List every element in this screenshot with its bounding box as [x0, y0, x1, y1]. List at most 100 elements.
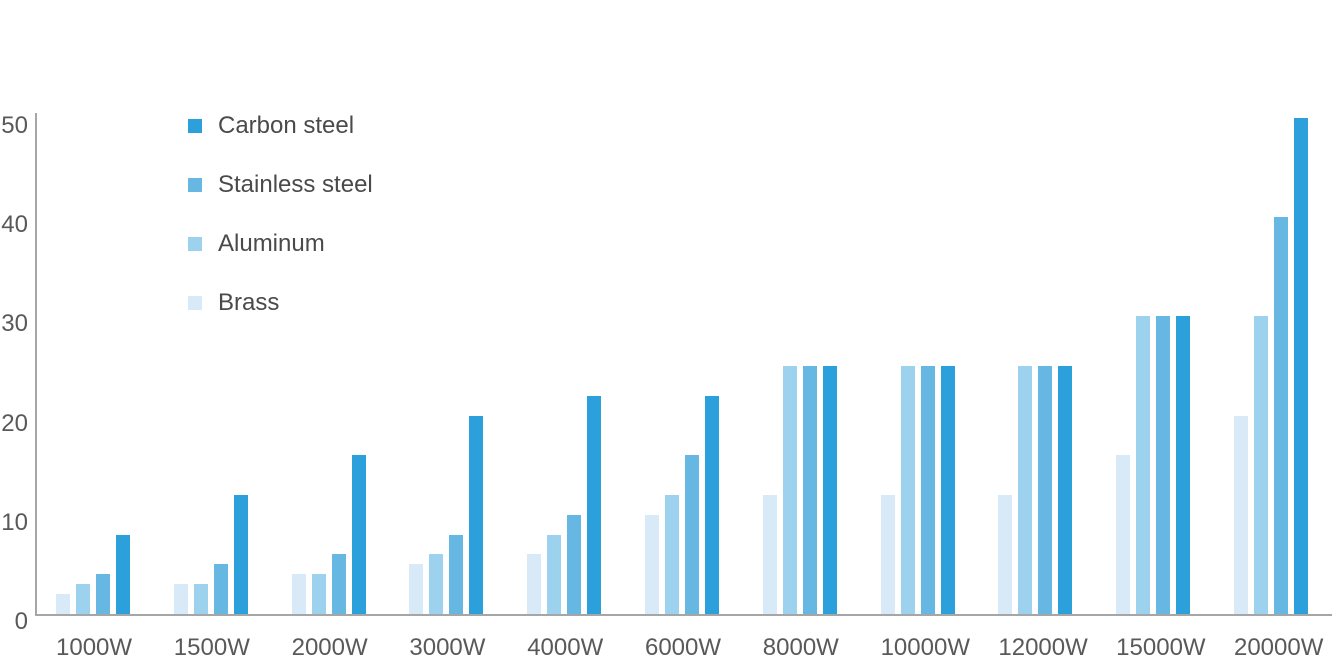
bar-stainless-steel-10000w	[920, 366, 935, 614]
legend-item-carbon-steel: Carbon steel	[188, 112, 373, 139]
legend-item-brass: Brass	[188, 289, 373, 316]
legend-label: Stainless steel	[218, 170, 373, 198]
bar-brass-2000w	[291, 574, 306, 614]
bar-aluminum-20000w	[1253, 316, 1268, 614]
y-axis-tick-label-20: 20	[1, 409, 28, 437]
x-axis-category-label-12000w: 12000W	[998, 634, 1088, 661]
x-axis-category-label-1000w: 1000W	[56, 634, 133, 661]
legend-item-aluminum: Aluminum	[188, 230, 373, 257]
bar-carbon-steel-20000w	[1293, 118, 1308, 614]
bar-group-20000w: 20000W	[1233, 113, 1324, 663]
bar-carbon-steel-12000w	[1058, 366, 1073, 614]
bar-stainless-steel-15000w	[1156, 316, 1171, 614]
bar-aluminum-1000w	[76, 584, 90, 614]
bars-1000w	[56, 113, 130, 614]
bar-stainless-steel-1500w	[213, 564, 228, 614]
bar-brass-15000w	[1116, 455, 1131, 614]
bar-brass-1000w	[56, 594, 70, 614]
bar-stainless-steel-1000w	[96, 574, 110, 614]
x-axis-category-label-4000w: 4000W	[527, 634, 604, 661]
bar-brass-3000w	[409, 564, 424, 614]
bar-brass-1500w	[173, 584, 188, 614]
bar-group-15000w: 15000W	[1116, 113, 1206, 663]
x-axis-category-label-8000w: 8000W	[762, 634, 839, 661]
x-axis-category-label-1500w: 1500W	[173, 634, 250, 661]
bars-1500w	[173, 113, 248, 614]
chart-legend: Carbon steel Stainless steel Aluminum Brass	[188, 112, 373, 348]
x-axis-category-label-6000w: 6000W	[644, 634, 722, 661]
y-axis-tick-label-40: 40	[1, 211, 28, 239]
bar-brass-4000w	[527, 554, 542, 614]
bar-aluminum-12000w	[1018, 366, 1033, 614]
bar-stainless-steel-8000w	[802, 366, 817, 614]
bars-3000w	[409, 113, 484, 614]
bars-15000w	[1116, 113, 1191, 614]
bar-aluminum-4000w	[547, 535, 562, 614]
bar-aluminum-8000w	[782, 366, 797, 614]
x-axis-line	[35, 614, 1332, 616]
bar-brass-12000w	[998, 495, 1013, 614]
bar-stainless-steel-4000w	[567, 515, 582, 614]
legend-item-stainless-steel: Stainless steel	[188, 171, 373, 198]
bar-carbon-steel-10000w	[940, 366, 955, 614]
bar-brass-8000w	[762, 495, 777, 614]
bar-group-8000w: 8000W	[762, 113, 839, 663]
bar-stainless-steel-20000w	[1273, 217, 1288, 614]
bars-10000w	[880, 113, 955, 614]
bar-aluminum-2000w	[311, 574, 326, 614]
bars-8000w	[762, 113, 837, 614]
legend-label: Carbon steel	[218, 111, 355, 139]
legend-swatch-icon	[188, 295, 202, 310]
bar-aluminum-3000w	[429, 554, 444, 614]
bar-carbon-steel-6000w	[704, 396, 719, 614]
bar-stainless-steel-2000w	[331, 554, 346, 614]
y-axis-tick-label-30: 30	[1, 310, 28, 338]
legend-swatch-icon	[188, 236, 202, 251]
legend-label: Aluminum	[218, 229, 325, 257]
bar-group-4000w: 4000W	[527, 113, 604, 663]
bar-brass-6000w	[644, 515, 659, 614]
bar-carbon-steel-2000w	[351, 455, 366, 614]
bar-carbon-steel-1000w	[116, 535, 130, 614]
bar-aluminum-6000w	[664, 495, 679, 614]
bar-brass-10000w	[880, 495, 895, 614]
x-axis-category-label-20000w: 20000W	[1233, 634, 1324, 661]
legend-label: Brass	[218, 288, 280, 316]
bars-4000w	[527, 113, 602, 614]
bars-6000w	[644, 113, 719, 614]
bar-aluminum-1500w	[193, 584, 208, 614]
x-axis-category-label-10000w: 10000W	[880, 634, 970, 661]
bar-carbon-steel-4000w	[587, 396, 602, 614]
legend-swatch-icon	[188, 118, 202, 133]
bar-aluminum-15000w	[1136, 316, 1151, 614]
bars-2000w	[291, 113, 366, 614]
y-axis-tick-label-0: 0	[14, 608, 28, 635]
bar-group-6000w: 6000W	[644, 113, 722, 663]
y-axis-tick-label-50: 50	[1, 112, 28, 139]
x-axis-category-label-3000w: 3000W	[409, 634, 486, 661]
bar-group-12000w: 12000W	[998, 113, 1088, 663]
bar-group-2000w: 2000W	[291, 113, 368, 663]
bar-group-3000w: 3000W	[409, 113, 486, 663]
bar-aluminum-10000w	[900, 366, 915, 614]
bar-group-1000w: 1000W	[56, 113, 133, 663]
bar-stainless-steel-12000w	[1038, 366, 1053, 614]
y-axis-tick-label-10: 10	[1, 508, 28, 536]
bar-brass-20000w	[1233, 416, 1248, 614]
bars-12000w	[998, 113, 1073, 614]
x-axis-category-label-15000w: 15000W	[1116, 634, 1206, 661]
bar-group-10000w: 10000W	[880, 113, 970, 663]
legend-swatch-icon	[188, 177, 202, 192]
x-axis-category-label-2000w: 2000W	[291, 634, 368, 661]
bar-carbon-steel-3000w	[469, 416, 484, 614]
plot-area: 1000W 1500W 2000W 3000W 4000W 6000W 8000W 10000…	[37, 113, 1332, 663]
bar-carbon-steel-15000w	[1176, 316, 1191, 614]
bar-stainless-steel-3000w	[449, 535, 464, 614]
bars-20000w	[1233, 113, 1308, 614]
y-axis-line	[35, 113, 37, 616]
bar-carbon-steel-8000w	[822, 366, 837, 614]
bar-carbon-steel-1500w	[233, 495, 248, 614]
bar-group-1500w: 1500W	[173, 113, 250, 663]
bar-stainless-steel-6000w	[684, 455, 699, 614]
